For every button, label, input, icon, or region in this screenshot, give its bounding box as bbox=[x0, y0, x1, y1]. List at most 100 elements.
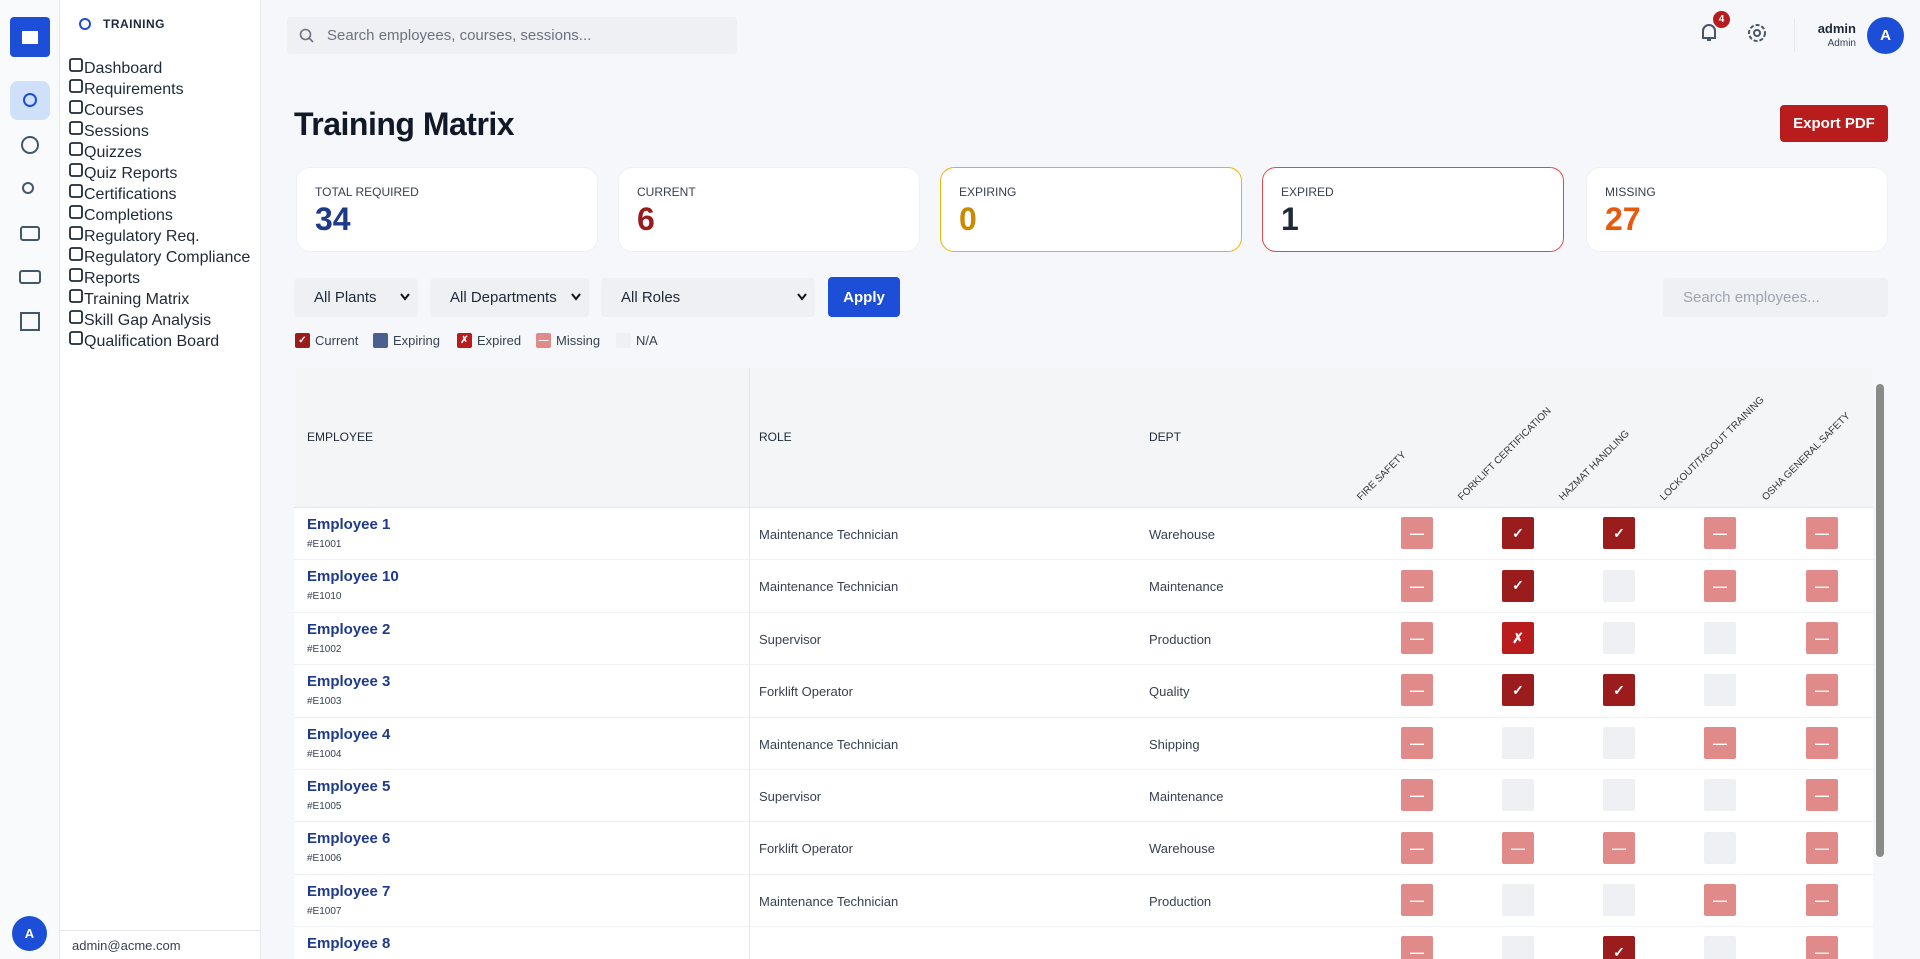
status-cell[interactable]: — bbox=[1401, 936, 1433, 959]
icon-shape bbox=[1702, 24, 1716, 41]
status-cell[interactable]: — bbox=[1806, 622, 1838, 654]
nav-item[interactable]: Courses bbox=[68, 99, 253, 120]
employee-name[interactable]: Employee 8 bbox=[307, 935, 391, 953]
status-cell[interactable]: — bbox=[1806, 831, 1838, 864]
nav-item[interactable]: Quiz Reports bbox=[68, 162, 253, 183]
nav-item[interactable]: Sessions bbox=[68, 120, 253, 141]
user-avatar[interactable]: A bbox=[1867, 17, 1904, 54]
sidebar-divider bbox=[60, 930, 260, 931]
rail-icon[interactable] bbox=[21, 136, 39, 154]
settings-icon[interactable] bbox=[1745, 21, 1769, 45]
status-cell[interactable]: — bbox=[1806, 884, 1838, 916]
status-cell[interactable]: — bbox=[1401, 674, 1433, 707]
status-cell[interactable] bbox=[1603, 726, 1635, 759]
nav-item[interactable]: Completions bbox=[68, 204, 253, 225]
rail-icon[interactable] bbox=[22, 182, 34, 194]
department-select[interactable]: All Departments bbox=[430, 278, 589, 317]
employee-name[interactable]: Employee 1 bbox=[307, 516, 391, 533]
rail-avatar[interactable]: A bbox=[12, 916, 47, 951]
status-cell[interactable] bbox=[1502, 779, 1534, 812]
status-cell[interactable] bbox=[1502, 936, 1534, 959]
status-cell[interactable]: — bbox=[1806, 517, 1838, 550]
status-cell[interactable]: ✓ bbox=[1502, 569, 1534, 602]
status-cell[interactable]: — bbox=[1401, 884, 1433, 916]
nav-item[interactable]: Requirements bbox=[68, 78, 253, 99]
bell-icon[interactable] bbox=[1697, 21, 1721, 45]
employee-search[interactable]: Search employees... bbox=[1663, 278, 1888, 317]
nav-item[interactable]: Quizzes bbox=[68, 141, 253, 162]
icon-rail: A bbox=[0, 0, 60, 959]
status-cell[interactable]: — bbox=[1401, 569, 1433, 602]
status-cell[interactable]: — bbox=[1704, 884, 1736, 916]
status-cell[interactable] bbox=[1704, 831, 1736, 864]
stat-value: 0 bbox=[959, 201, 977, 237]
select-text: All Roles bbox=[621, 289, 681, 306]
employee-role: Forklift Operator bbox=[759, 684, 853, 700]
rail-icon[interactable] bbox=[20, 312, 40, 331]
employee-name[interactable]: Employee 3 bbox=[307, 673, 391, 691]
nav-item[interactable]: Skill Gap Analysis bbox=[68, 309, 253, 330]
status-cell[interactable]: — bbox=[1704, 569, 1736, 602]
rail-icon[interactable] bbox=[20, 226, 40, 241]
nav-item[interactable]: Regulatory Req. bbox=[68, 225, 253, 246]
icon-shape bbox=[69, 100, 83, 114]
status-cell[interactable]: — bbox=[1806, 569, 1838, 602]
nav-item[interactable]: Reports bbox=[68, 267, 253, 288]
employee-name[interactable]: Employee 7 bbox=[307, 882, 391, 900]
employee-name[interactable]: Employee 6 bbox=[307, 830, 391, 848]
status-cell[interactable] bbox=[1603, 779, 1635, 812]
icon-shape bbox=[69, 121, 83, 135]
logo[interactable] bbox=[10, 17, 50, 57]
status-cell[interactable]: — bbox=[1806, 674, 1838, 707]
nav-item[interactable]: Regulatory Compliance bbox=[68, 246, 253, 267]
status-cell[interactable] bbox=[1704, 674, 1736, 707]
scrollbar[interactable] bbox=[1876, 372, 1884, 952]
employee-name[interactable]: Employee 4 bbox=[307, 725, 391, 743]
logo-icon bbox=[22, 31, 38, 44]
status-cell[interactable] bbox=[1502, 726, 1534, 759]
status-cell[interactable]: — bbox=[1401, 622, 1433, 654]
plant-select[interactable]: All Plants bbox=[294, 278, 418, 317]
employee-name[interactable]: Employee 5 bbox=[307, 778, 391, 795]
status-cell[interactable]: ✓ bbox=[1502, 674, 1534, 707]
export-button[interactable]: Export PDF bbox=[1780, 105, 1888, 142]
matrix-table: EMPLOYEE ROLE DEPT FIRE SAFETY FORKLIFT CERT… bbox=[294, 368, 1873, 959]
rail-active[interactable] bbox=[10, 81, 50, 120]
nav-label: Regulatory Req. bbox=[84, 228, 200, 245]
status-cell[interactable] bbox=[1603, 622, 1635, 654]
status-cell[interactable]: — bbox=[1401, 517, 1433, 550]
status-cell[interactable]: ✓ bbox=[1502, 517, 1534, 550]
status-cell[interactable]: ✗ bbox=[1502, 622, 1534, 654]
employee-name[interactable]: Employee 10 bbox=[307, 568, 399, 586]
status-cell[interactable]: ✓ bbox=[1603, 517, 1635, 550]
nav-item[interactable]: Qualification Board bbox=[68, 330, 253, 351]
nav-item[interactable]: Dashboard bbox=[68, 57, 253, 78]
status-cell[interactable]: — bbox=[1502, 831, 1534, 864]
status-cell[interactable]: — bbox=[1401, 831, 1433, 864]
role-select[interactable]: All Roles bbox=[601, 278, 815, 317]
rail-icon[interactable] bbox=[19, 270, 41, 284]
status-cell[interactable]: — bbox=[1401, 726, 1433, 759]
column-header: EMPLOYEE bbox=[307, 430, 374, 444]
status-cell[interactable]: — bbox=[1603, 831, 1635, 864]
status-cell[interactable] bbox=[1603, 569, 1635, 602]
status-cell[interactable]: — bbox=[1806, 936, 1838, 959]
status-cell[interactable] bbox=[1704, 779, 1736, 812]
global-search[interactable]: Search employees, courses, sessions... bbox=[287, 17, 737, 54]
status-cell[interactable]: ✓ bbox=[1603, 674, 1635, 707]
nav-item[interactable]: Certifications bbox=[68, 183, 253, 204]
nav-item[interactable]: Training Matrix bbox=[68, 288, 253, 309]
status-cell[interactable]: ✓ bbox=[1603, 936, 1635, 959]
status-cell[interactable] bbox=[1502, 884, 1534, 916]
status-cell[interactable]: — bbox=[1704, 517, 1736, 550]
status-cell[interactable]: — bbox=[1401, 779, 1433, 812]
scrollbar-thumb[interactable] bbox=[1876, 384, 1884, 857]
status-cell[interactable]: — bbox=[1806, 726, 1838, 759]
status-cell[interactable] bbox=[1704, 622, 1736, 654]
status-cell[interactable] bbox=[1704, 936, 1736, 959]
status-cell[interactable]: — bbox=[1704, 726, 1736, 759]
status-cell[interactable] bbox=[1603, 884, 1635, 916]
status-cell[interactable]: — bbox=[1806, 779, 1838, 812]
apply-button[interactable]: Apply bbox=[828, 277, 900, 317]
employee-name[interactable]: Employee 2 bbox=[307, 620, 391, 638]
